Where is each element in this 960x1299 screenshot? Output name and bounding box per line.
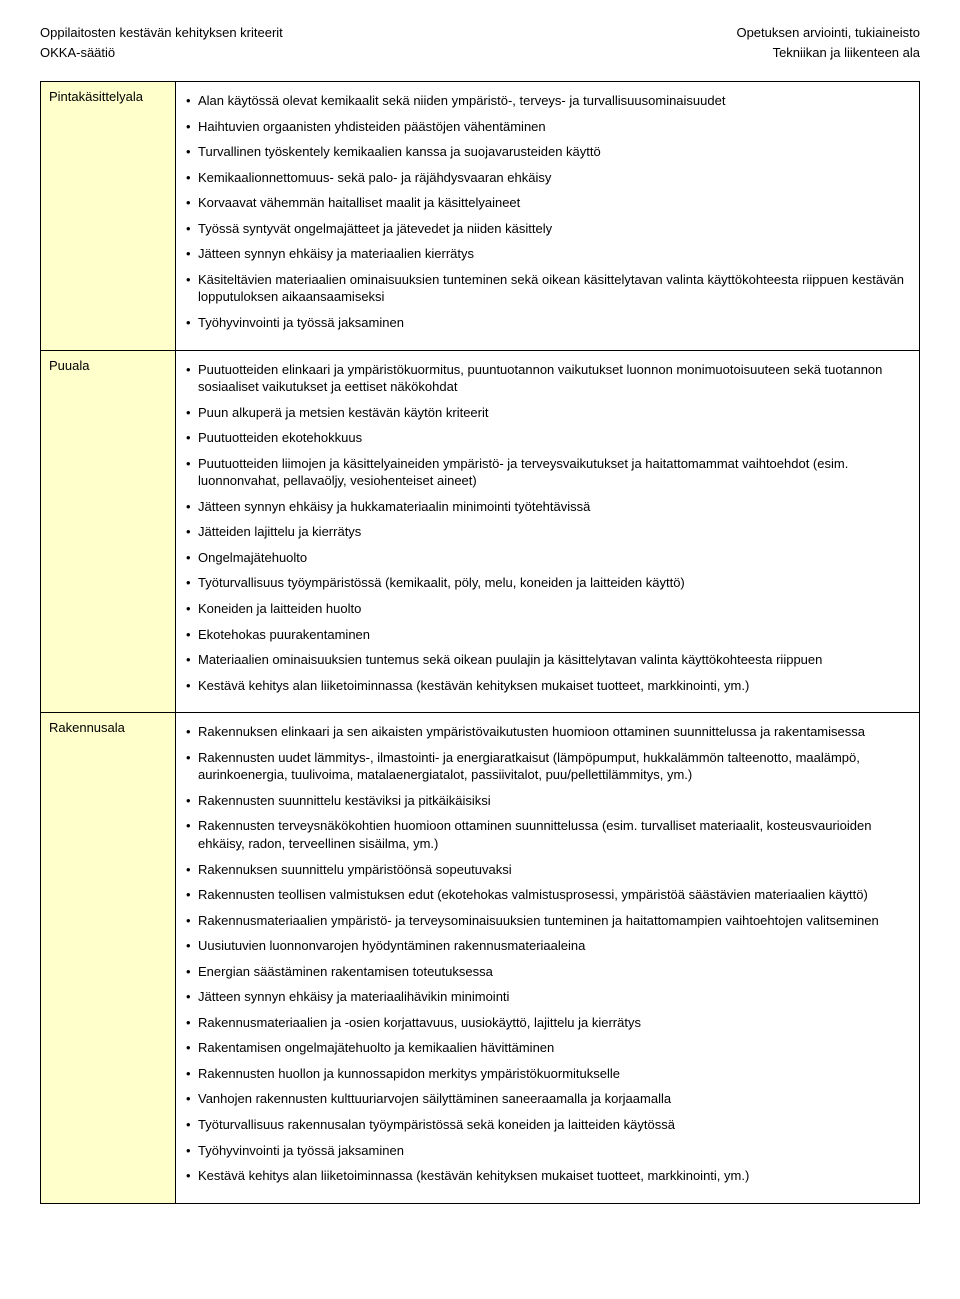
list-item: Työssä syntyvät ongelmajätteet ja jäteve… xyxy=(184,220,911,238)
list-item: Työhyvinvointi ja työssä jaksaminen xyxy=(184,314,911,332)
list-item: Korvaavat vähemmän haitalliset maalit ja… xyxy=(184,194,911,212)
table-row: Rakennusala Rakennuksen elinkaari ja sen … xyxy=(41,713,920,1203)
list-item: Rakennusmateriaalien ympäristö- ja terve… xyxy=(184,912,911,930)
list-item: Rakennuksen suunnittelu ympäristöönsä so… xyxy=(184,861,911,879)
list-item: Työturvallisuus työympäristössä (kemikaa… xyxy=(184,574,911,592)
list-item: Kestävä kehitys alan liiketoiminnassa (k… xyxy=(184,677,911,695)
item-list: Alan käytössä olevat kemikaalit sekä nii… xyxy=(184,92,911,331)
list-item: Vanhojen rakennusten kulttuuriarvojen sä… xyxy=(184,1090,911,1108)
section-content: Puutuotteiden elinkaari ja ympäristökuor… xyxy=(176,350,920,713)
item-list: Rakennuksen elinkaari ja sen aikaisten y… xyxy=(184,723,911,1184)
section-label: Puuala xyxy=(41,350,176,713)
list-item: Rakennusten terveysnäkökohtien huomioon … xyxy=(184,817,911,852)
list-item: Rakennusten teollisen valmistuksen edut … xyxy=(184,886,911,904)
list-item: Koneiden ja laitteiden huolto xyxy=(184,600,911,618)
list-item: Haihtuvien orgaanisten yhdisteiden pääst… xyxy=(184,118,911,136)
list-item: Puutuotteiden ekotehokkuus xyxy=(184,429,911,447)
list-item: Käsiteltävien materiaalien ominaisuuksie… xyxy=(184,271,911,306)
list-item: Rakennusmateriaalien ja -osien korjattav… xyxy=(184,1014,911,1032)
list-item: Kestävä kehitys alan liiketoiminnassa (k… xyxy=(184,1167,911,1185)
table-row: PuualaPuutuotteiden elinkaari ja ympäris… xyxy=(41,350,920,713)
list-item: Jätteiden lajittelu ja kierrätys xyxy=(184,523,911,541)
section-content: Rakennuksen elinkaari ja sen aikaisten y… xyxy=(176,713,920,1203)
list-item: Rakennusten huollon ja kunnossapidon mer… xyxy=(184,1065,911,1083)
header-right-2: Tekniikan ja liikenteen ala xyxy=(773,44,920,62)
header-left-1: Oppilaitosten kestävän kehityksen kritee… xyxy=(40,24,283,42)
list-item: Puun alkuperä ja metsien kestävän käytön… xyxy=(184,404,911,422)
section-label: Pintakäsittelyala xyxy=(41,82,176,350)
list-item: Energian säästäminen rakentamisen toteut… xyxy=(184,963,911,981)
list-item: Uusiutuvien luonnonvarojen hyödyntäminen… xyxy=(184,937,911,955)
header-left-2: OKKA-säätiö xyxy=(40,44,115,62)
list-item: Jätteen synnyn ehkäisy ja materiaalien k… xyxy=(184,245,911,263)
criteria-table: Pintakäsittelyala Alan käytössä olevat ke… xyxy=(40,81,920,1204)
list-item: Jätteen synnyn ehkäisy ja hukkamateriaal… xyxy=(184,498,911,516)
list-item: Turvallinen työskentely kemikaalien kans… xyxy=(184,143,911,161)
list-item: Alan käytössä olevat kemikaalit sekä nii… xyxy=(184,92,911,110)
list-item: Ekotehokas puurakentaminen xyxy=(184,626,911,644)
list-item: Ongelmajätehuolto xyxy=(184,549,911,567)
list-item: Työhyvinvointi ja työssä jaksaminen xyxy=(184,1142,911,1160)
section-label: Rakennusala xyxy=(41,713,176,1203)
list-item: Kemikaalionnettomuus- sekä palo- ja räjä… xyxy=(184,169,911,187)
list-item: Rakennusten uudet lämmitys-, ilmastointi… xyxy=(184,749,911,784)
table-row: Pintakäsittelyala Alan käytössä olevat ke… xyxy=(41,82,920,350)
list-item: Puutuotteiden liimojen ja käsittelyainei… xyxy=(184,455,911,490)
list-item: Työturvallisuus rakennusalan työympärist… xyxy=(184,1116,911,1134)
section-content: Alan käytössä olevat kemikaalit sekä nii… xyxy=(176,82,920,350)
list-item: Jätteen synnyn ehkäisy ja materiaalihävi… xyxy=(184,988,911,1006)
header-right-1: Opetuksen arviointi, tukiaineisto xyxy=(736,24,920,42)
header-line-2: OKKA-säätiö Tekniikan ja liikenteen ala xyxy=(40,44,920,62)
list-item: Puutuotteiden elinkaari ja ympäristökuor… xyxy=(184,361,911,396)
item-list: Puutuotteiden elinkaari ja ympäristökuor… xyxy=(184,361,911,695)
header-line-1: Oppilaitosten kestävän kehityksen kritee… xyxy=(40,24,920,42)
list-item: Rakentamisen ongelmajätehuolto ja kemika… xyxy=(184,1039,911,1057)
list-item: Rakennuksen elinkaari ja sen aikaisten y… xyxy=(184,723,911,741)
list-item: Rakennusten suunnittelu kestäviksi ja pi… xyxy=(184,792,911,810)
list-item: Materiaalien ominaisuuksien tuntemus sek… xyxy=(184,651,911,669)
